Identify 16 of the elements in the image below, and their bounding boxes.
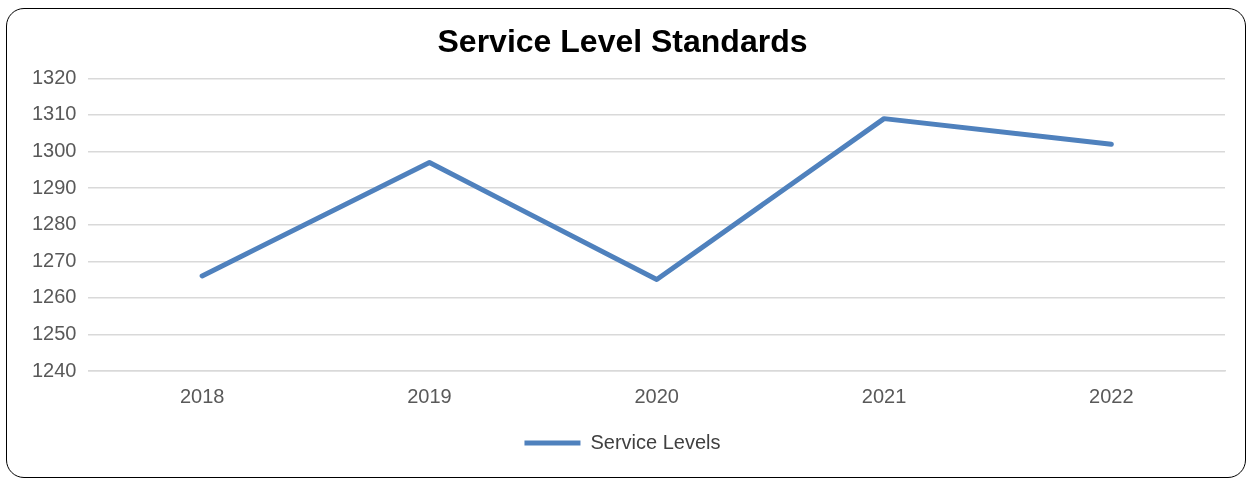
legend-label: Service Levels (590, 430, 721, 453)
x-tick-label: 2021 (861, 384, 907, 407)
x-tick-label: 2019 (407, 384, 452, 407)
x-tick-label: 2022 (1089, 384, 1134, 407)
y-tick-label: 1320 (31, 65, 77, 88)
x-tick-label: 2020 (634, 384, 679, 407)
y-tick-label: 1260 (31, 285, 77, 308)
y-tick-label: 1280 (31, 212, 77, 235)
y-tick-label: 1270 (31, 248, 77, 271)
x-tick-label: 2018 (179, 384, 225, 407)
y-tick-label: 1300 (31, 139, 77, 162)
y-tick-label: 1290 (31, 175, 77, 198)
y-tick-label: 1310 (31, 102, 77, 125)
y-tick-label: 1240 (31, 358, 77, 381)
y-tick-label: 1250 (31, 321, 77, 344)
chart-title: Service Level Standards (437, 23, 808, 60)
